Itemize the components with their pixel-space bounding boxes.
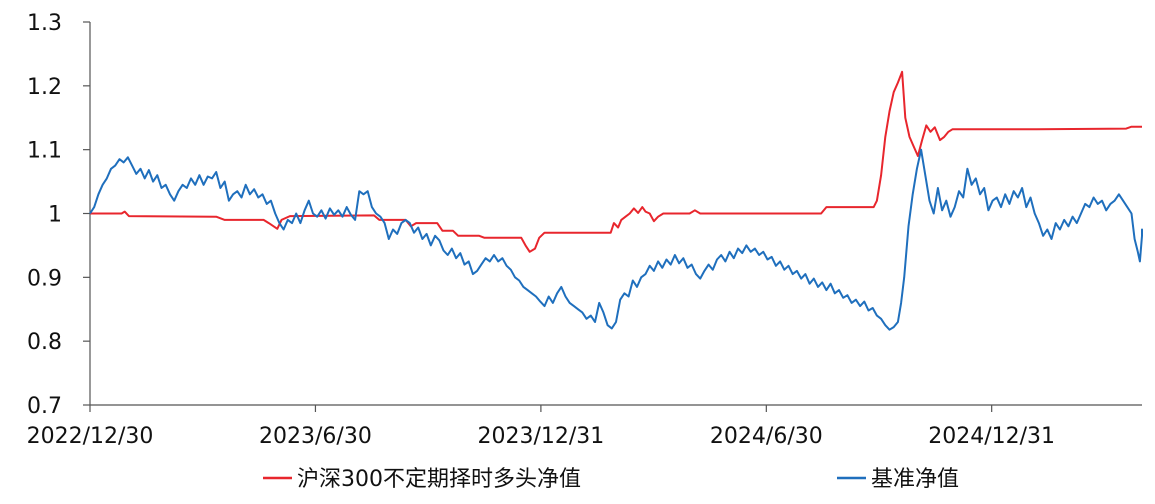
y-tick-label: 0.9	[27, 266, 62, 291]
y-tick-label: 1	[48, 203, 62, 228]
x-tick-label: 2023/6/30	[259, 424, 372, 449]
y-axis: 1.3 1.2 1.1 1 0.9 0.8 0.7	[27, 11, 91, 419]
x-axis: 2022/12/30 2023/6/30 2023/12/31 2024/6/30 20…	[27, 404, 1142, 449]
legend: 沪深300不定期择时多头净值 基准净值	[263, 467, 959, 492]
series-group	[89, 70, 1143, 331]
y-tick-label: 0.8	[27, 330, 62, 355]
y-tick-label: 1.3	[27, 11, 62, 36]
series-line-timing-net-value	[90, 70, 1142, 253]
legend-label: 沪深300不定期择时多头净值	[297, 467, 581, 492]
series-line-benchmark-net-value	[89, 148, 1143, 331]
x-tick-label: 2024/6/30	[710, 424, 823, 449]
y-tick-label: 1.2	[27, 75, 62, 100]
x-tick-label: 2023/12/31	[477, 424, 604, 449]
x-tick-label: 2022/12/30	[27, 424, 154, 449]
legend-label: 基准净值	[871, 467, 959, 492]
y-tick-label: 1.1	[27, 139, 62, 164]
y-tick-label: 0.7	[27, 394, 62, 419]
x-tick-label: 2024/12/31	[928, 424, 1055, 449]
